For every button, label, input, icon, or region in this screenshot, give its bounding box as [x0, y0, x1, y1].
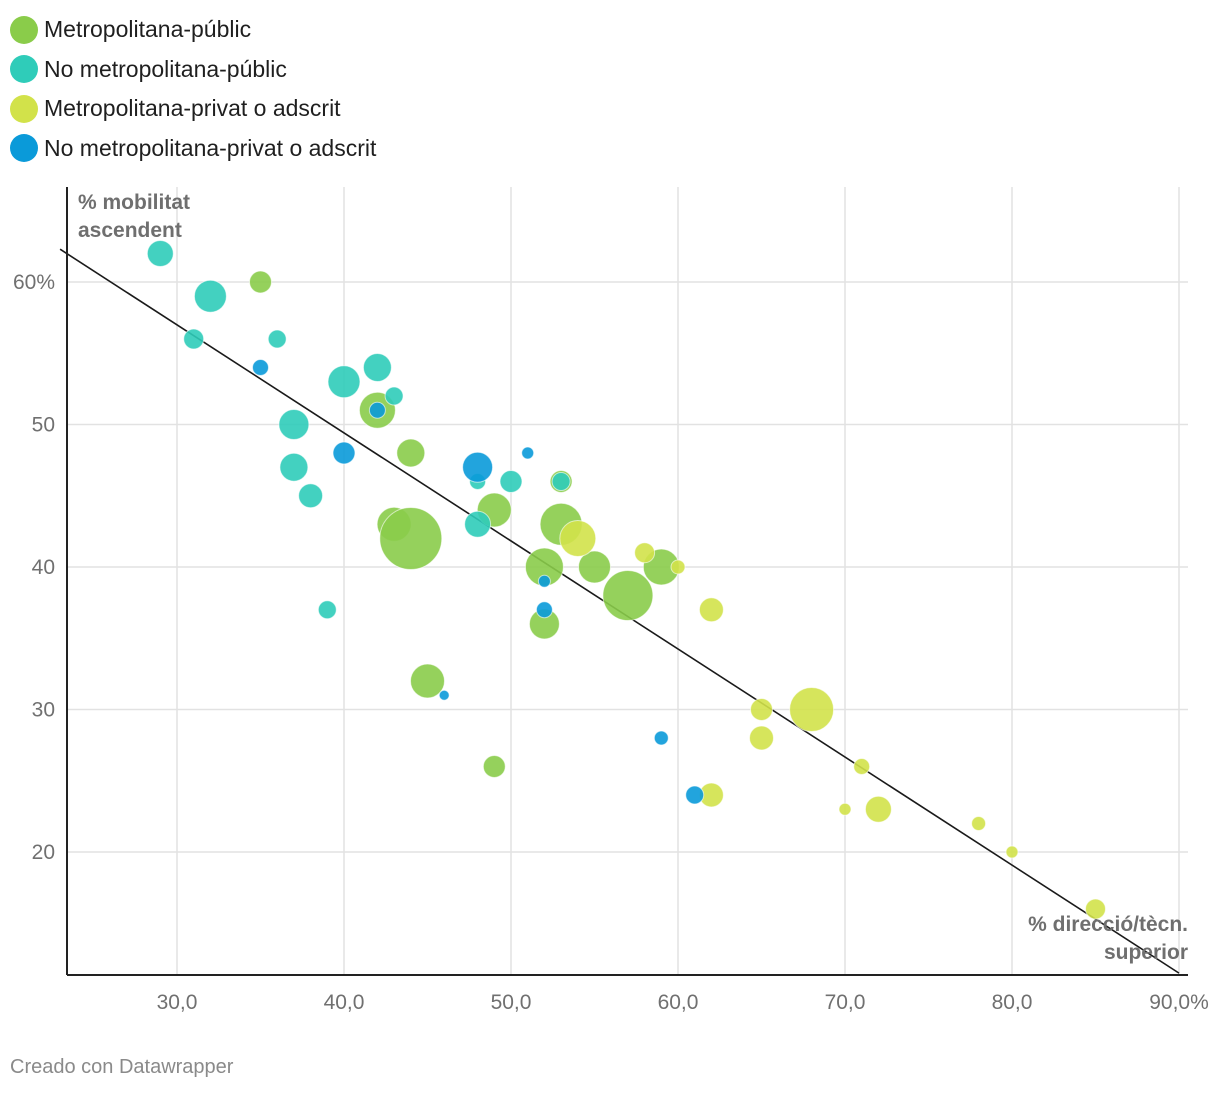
data-point — [464, 510, 492, 538]
legend-swatch — [10, 55, 38, 84]
data-point — [252, 359, 269, 376]
legend-item-metropolitana-privat: Metropolitana-privat o adscrit — [10, 89, 376, 129]
x-axis-label: % direcció/tècn. superior — [1028, 913, 1188, 964]
footer-credit: Creado con Datawrapper — [10, 1056, 234, 1078]
data-point — [379, 507, 443, 570]
x-tick-label: 90,0% — [1149, 991, 1209, 1014]
legend-item-metropolitana-public: Metropolitana-públic — [10, 10, 376, 50]
series-no-metropolitana-privat-o-adscrit — [252, 359, 705, 805]
x-tick-label: 80,0 — [992, 991, 1033, 1014]
x-tick-label: 50,0 — [491, 991, 532, 1014]
legend-label: No metropolitana-privat o adscrit — [44, 134, 377, 161]
grid — [67, 187, 1188, 975]
legend-swatch — [10, 134, 38, 163]
data-point — [327, 365, 361, 399]
data-point — [362, 353, 392, 382]
data-point — [317, 600, 337, 620]
y-tick-label: 20 — [32, 841, 55, 864]
data-point — [698, 597, 724, 623]
axes — [66, 187, 1188, 976]
data-point — [183, 328, 205, 350]
data-point — [499, 470, 523, 493]
data-point — [249, 270, 272, 294]
data-point — [838, 802, 852, 816]
data-point — [482, 755, 506, 778]
data-points — [146, 240, 1106, 920]
data-point — [1005, 845, 1019, 859]
data-point — [602, 570, 654, 621]
data-point — [537, 574, 551, 588]
y-tick-label: 50 — [32, 414, 55, 437]
data-point — [653, 730, 669, 746]
data-point — [750, 698, 773, 721]
series-metropolitana-privat-o-adscrit — [559, 520, 1106, 920]
legend-swatch — [10, 94, 38, 123]
legend-label: Metropolitana-privat o adscrit — [44, 95, 341, 122]
data-point — [267, 329, 287, 349]
x-tick-label: 60,0 — [658, 991, 699, 1014]
data-point — [298, 483, 324, 509]
data-point — [193, 279, 227, 313]
data-point — [853, 758, 871, 775]
data-point — [462, 451, 494, 483]
data-point — [685, 785, 705, 805]
data-point — [559, 520, 597, 557]
data-point — [578, 550, 611, 584]
data-point — [146, 240, 174, 267]
data-point — [864, 795, 892, 823]
data-point — [521, 446, 535, 460]
data-point — [279, 452, 309, 482]
data-point — [1085, 898, 1106, 920]
x-tick-label: 30,0 — [157, 991, 198, 1014]
data-point — [551, 472, 571, 491]
data-point — [749, 725, 774, 751]
data-point — [789, 687, 835, 732]
legend-item-no-metropolitana-privat: No metropolitana-privat o adscrit — [10, 129, 376, 169]
y-tick-label: 30 — [32, 699, 55, 722]
x-tick-label: 70,0 — [825, 991, 866, 1014]
data-point — [971, 816, 987, 831]
tick-labels: 30,0 40,0 50,0 60,0 70,0 80,0 90,0% 20 30 40 50 60% — [13, 271, 1209, 1014]
legend-item-no-metropolitana-public: No metropolitana-públic — [10, 50, 376, 90]
y-tick-label: 40 — [32, 556, 55, 579]
data-point — [278, 409, 310, 440]
legend: Metropolitana-públic No metropolitana-pú… — [10, 10, 376, 168]
data-point — [368, 401, 386, 419]
series-no-metropolitana-p-blic — [146, 240, 571, 620]
data-point — [535, 601, 553, 619]
x-tick-label: 40,0 — [324, 991, 365, 1014]
data-point — [670, 559, 686, 575]
legend-swatch — [10, 15, 38, 44]
data-point — [384, 386, 404, 406]
data-point — [410, 663, 445, 699]
data-point — [332, 441, 356, 465]
data-point — [438, 689, 450, 701]
y-tick-label: 60% — [13, 271, 55, 294]
y-axis-label: % mobilitat ascendent — [78, 191, 190, 242]
legend-label: Metropolitana-públic — [44, 16, 252, 43]
data-point — [396, 438, 426, 468]
data-point — [634, 542, 656, 564]
legend-label: No metropolitana-públic — [44, 55, 287, 82]
